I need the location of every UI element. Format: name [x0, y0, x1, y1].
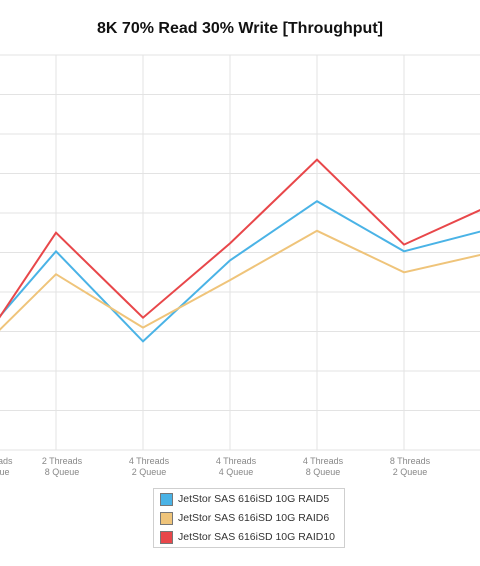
x-tick-label: 8 Queue — [45, 467, 80, 477]
x-tick-label: 4 Threads — [216, 456, 257, 466]
legend-label-raid5: JetStor SAS 616iSD 10G RAID5 — [178, 493, 330, 505]
legend-item-raid10[interactable]: JetStor SAS 616iSD 10G RAID10 — [154, 528, 344, 546]
legend-swatch-raid5 — [160, 492, 173, 506]
x-tick-label: 2 Queue — [132, 467, 167, 477]
legend-item-raid5[interactable]: JetStor SAS 616iSD 10G RAID5 — [154, 490, 344, 508]
x-tick-label: 8 Threads — [390, 456, 431, 466]
x-tick-label: 4 Queue — [219, 467, 254, 477]
series-line-2 — [0, 158, 480, 320]
x-tick-label: 4 Threads — [129, 456, 170, 466]
x-tick-label: 4 Threads — [303, 456, 344, 466]
legend-label-raid6: JetStor SAS 616iSD 10G RAID6 — [178, 512, 330, 524]
x-tick-label: Queue — [0, 467, 10, 477]
series-lines — [0, 158, 480, 343]
series-line-1 — [0, 229, 480, 331]
legend-swatch-raid10 — [160, 530, 173, 544]
x-tick-label: 2 Threads — [42, 456, 83, 466]
chart-title: 8K 70% Read 30% Write [Throughput] — [97, 20, 383, 37]
x-tick-label: Threads — [0, 456, 13, 466]
legend-label-raid10: JetStor SAS 616iSD 10G RAID10 — [178, 531, 335, 543]
x-tick-label: 8 Queue — [306, 467, 341, 477]
x-tick-label: 2 Queue — [393, 467, 428, 477]
legend-item-raid6[interactable]: JetStor SAS 616iSD 10G RAID6 — [154, 509, 344, 527]
series-line-0 — [0, 200, 480, 343]
legend-swatch-raid6 — [160, 511, 173, 525]
legend: JetStor SAS 616iSD 10G RAID5 JetStor SAS… — [153, 488, 345, 548]
